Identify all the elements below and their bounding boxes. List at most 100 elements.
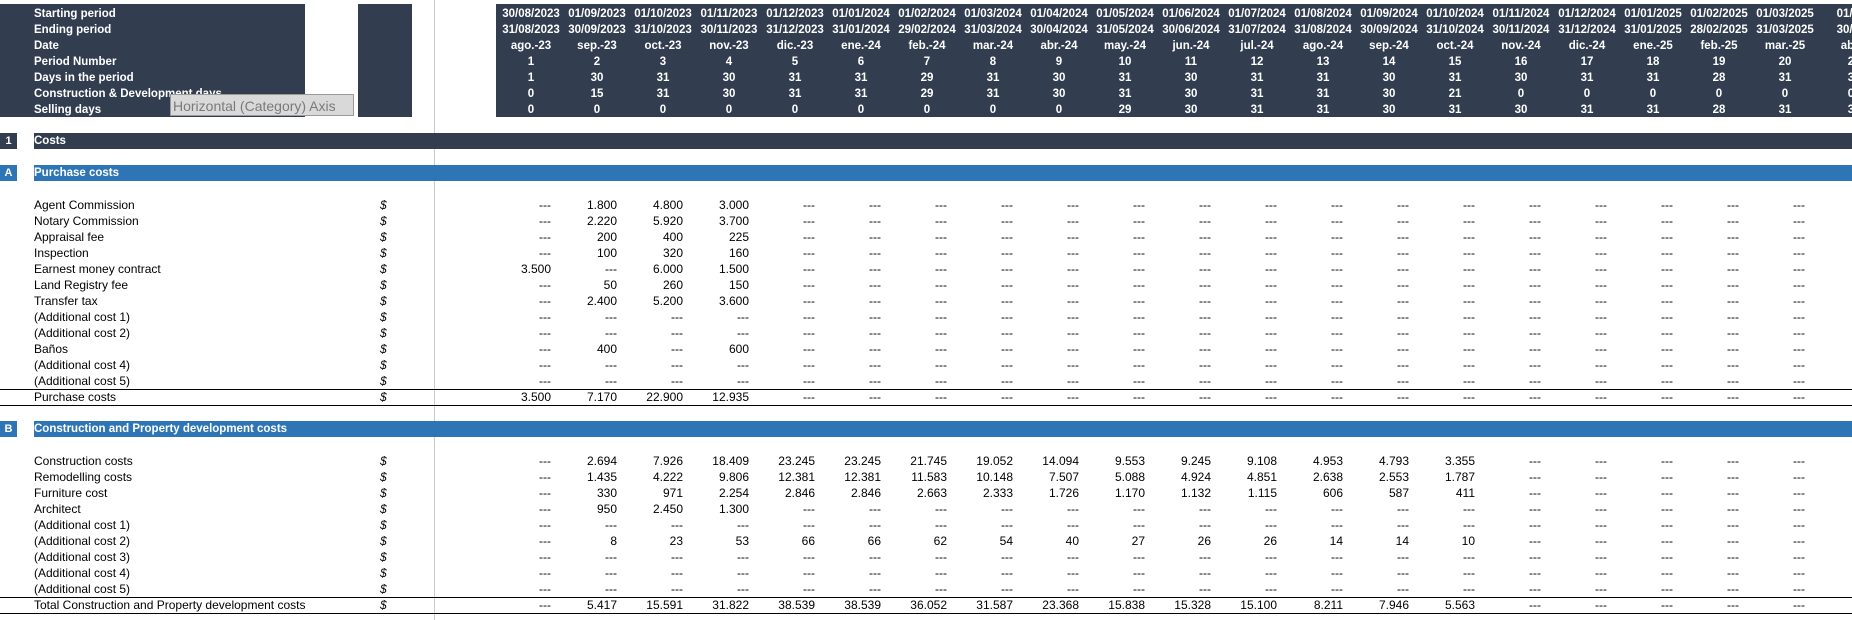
value-cell[interactable]: 606 bbox=[1322, 486, 1343, 500]
value-cell[interactable]: --- bbox=[539, 246, 551, 260]
value-cell[interactable]: --- bbox=[1595, 358, 1607, 372]
value-cell[interactable]: --- bbox=[1133, 214, 1145, 228]
value-cell[interactable]: --- bbox=[1463, 566, 1475, 580]
value-cell[interactable]: --- bbox=[1463, 502, 1475, 516]
value-cell[interactable]: --- bbox=[1529, 390, 1541, 404]
value-cell[interactable]: --- bbox=[869, 262, 881, 276]
value-cell[interactable]: --- bbox=[1463, 214, 1475, 228]
value-cell[interactable]: --- bbox=[1397, 550, 1409, 564]
value-cell[interactable]: --- bbox=[1661, 262, 1673, 276]
value-cell[interactable]: --- bbox=[869, 374, 881, 388]
value-cell[interactable]: --- bbox=[1727, 454, 1739, 468]
value-cell[interactable]: --- bbox=[1529, 582, 1541, 596]
value-cell[interactable]: --- bbox=[1793, 326, 1805, 340]
value-cell[interactable]: 23.368 bbox=[1042, 598, 1079, 612]
value-cell[interactable]: 2.333 bbox=[982, 486, 1013, 500]
value-cell[interactable]: --- bbox=[1727, 262, 1739, 276]
value-cell[interactable]: 22.900 bbox=[646, 390, 683, 404]
value-cell[interactable]: --- bbox=[1727, 294, 1739, 308]
value-cell[interactable]: --- bbox=[1529, 342, 1541, 356]
value-cell[interactable]: --- bbox=[1529, 230, 1541, 244]
value-cell[interactable]: --- bbox=[1331, 278, 1343, 292]
value-cell[interactable]: --- bbox=[539, 342, 551, 356]
value-cell[interactable]: 6.000 bbox=[652, 262, 683, 276]
value-cell[interactable]: --- bbox=[1265, 390, 1277, 404]
value-cell[interactable]: --- bbox=[1331, 326, 1343, 340]
value-cell[interactable]: --- bbox=[1661, 246, 1673, 260]
value-cell[interactable]: --- bbox=[539, 198, 551, 212]
value-cell[interactable]: --- bbox=[869, 294, 881, 308]
value-cell[interactable]: 225 bbox=[728, 230, 749, 244]
value-cell[interactable]: --- bbox=[1595, 262, 1607, 276]
value-cell[interactable]: 66 bbox=[867, 534, 881, 548]
value-cell[interactable]: --- bbox=[1067, 214, 1079, 228]
value-cell[interactable]: --- bbox=[539, 550, 551, 564]
value-cell[interactable]: --- bbox=[539, 470, 551, 484]
value-cell[interactable]: 150 bbox=[728, 278, 749, 292]
value-cell[interactable]: --- bbox=[1793, 486, 1805, 500]
value-cell[interactable]: --- bbox=[1463, 342, 1475, 356]
value-cell[interactable]: --- bbox=[1529, 262, 1541, 276]
value-cell[interactable]: --- bbox=[1595, 454, 1607, 468]
value-cell[interactable]: --- bbox=[935, 262, 947, 276]
value-cell[interactable]: --- bbox=[1067, 582, 1079, 596]
row-label[interactable]: Earnest money contract bbox=[34, 262, 161, 276]
value-cell[interactable]: --- bbox=[1727, 310, 1739, 324]
value-cell[interactable]: --- bbox=[1265, 550, 1277, 564]
value-cell[interactable]: --- bbox=[1331, 246, 1343, 260]
value-cell[interactable]: --- bbox=[1727, 598, 1739, 612]
value-cell[interactable]: 1.132 bbox=[1180, 486, 1211, 500]
value-cell[interactable]: 200 bbox=[596, 230, 617, 244]
value-cell[interactable]: --- bbox=[1199, 550, 1211, 564]
value-cell[interactable]: --- bbox=[803, 278, 815, 292]
value-cell[interactable]: --- bbox=[1529, 518, 1541, 532]
row-label[interactable]: (Additional cost 1) bbox=[34, 310, 131, 324]
value-cell[interactable]: --- bbox=[803, 326, 815, 340]
value-cell[interactable]: --- bbox=[1661, 534, 1673, 548]
value-cell[interactable]: --- bbox=[1793, 358, 1805, 372]
value-cell[interactable]: --- bbox=[935, 390, 947, 404]
value-cell[interactable]: --- bbox=[1265, 326, 1277, 340]
value-cell[interactable]: 9.806 bbox=[718, 470, 749, 484]
value-cell[interactable]: --- bbox=[1199, 198, 1211, 212]
value-cell[interactable]: --- bbox=[605, 358, 617, 372]
value-cell[interactable]: --- bbox=[1463, 262, 1475, 276]
value-cell[interactable]: 2.846 bbox=[784, 486, 815, 500]
value-cell[interactable]: --- bbox=[671, 326, 683, 340]
value-cell[interactable]: --- bbox=[935, 230, 947, 244]
value-cell[interactable]: --- bbox=[1331, 518, 1343, 532]
value-cell[interactable]: --- bbox=[1595, 582, 1607, 596]
value-cell[interactable]: 1.787 bbox=[1444, 470, 1475, 484]
value-cell[interactable]: --- bbox=[1595, 294, 1607, 308]
value-cell[interactable]: --- bbox=[1133, 502, 1145, 516]
value-cell[interactable]: --- bbox=[935, 214, 947, 228]
value-cell[interactable]: --- bbox=[1595, 198, 1607, 212]
value-cell[interactable]: --- bbox=[1001, 326, 1013, 340]
value-cell[interactable]: --- bbox=[1397, 198, 1409, 212]
value-cell[interactable]: --- bbox=[869, 246, 881, 260]
value-cell[interactable]: --- bbox=[935, 582, 947, 596]
value-cell[interactable]: --- bbox=[539, 454, 551, 468]
value-cell[interactable]: --- bbox=[1727, 198, 1739, 212]
value-cell[interactable]: --- bbox=[1661, 470, 1673, 484]
value-cell[interactable]: --- bbox=[935, 358, 947, 372]
value-cell[interactable]: --- bbox=[1133, 582, 1145, 596]
value-cell[interactable]: --- bbox=[1199, 262, 1211, 276]
value-cell[interactable]: 21.745 bbox=[910, 454, 947, 468]
value-cell[interactable]: 7.170 bbox=[586, 390, 617, 404]
value-cell[interactable]: 1.170 bbox=[1114, 486, 1145, 500]
value-cell[interactable]: --- bbox=[1793, 502, 1805, 516]
row-label[interactable]: Furniture cost bbox=[34, 486, 108, 500]
value-cell[interactable]: --- bbox=[1727, 390, 1739, 404]
value-cell[interactable]: 1.500 bbox=[718, 262, 749, 276]
value-cell[interactable]: --- bbox=[737, 374, 749, 388]
value-cell[interactable]: --- bbox=[1727, 502, 1739, 516]
value-cell[interactable]: --- bbox=[1001, 342, 1013, 356]
value-cell[interactable]: 330 bbox=[596, 486, 617, 500]
value-cell[interactable]: --- bbox=[1001, 294, 1013, 308]
value-cell[interactable]: --- bbox=[1133, 230, 1145, 244]
value-cell[interactable]: --- bbox=[1661, 198, 1673, 212]
value-cell[interactable]: 3.500 bbox=[520, 390, 551, 404]
value-cell[interactable]: --- bbox=[1595, 566, 1607, 580]
value-cell[interactable]: 2.254 bbox=[718, 486, 749, 500]
